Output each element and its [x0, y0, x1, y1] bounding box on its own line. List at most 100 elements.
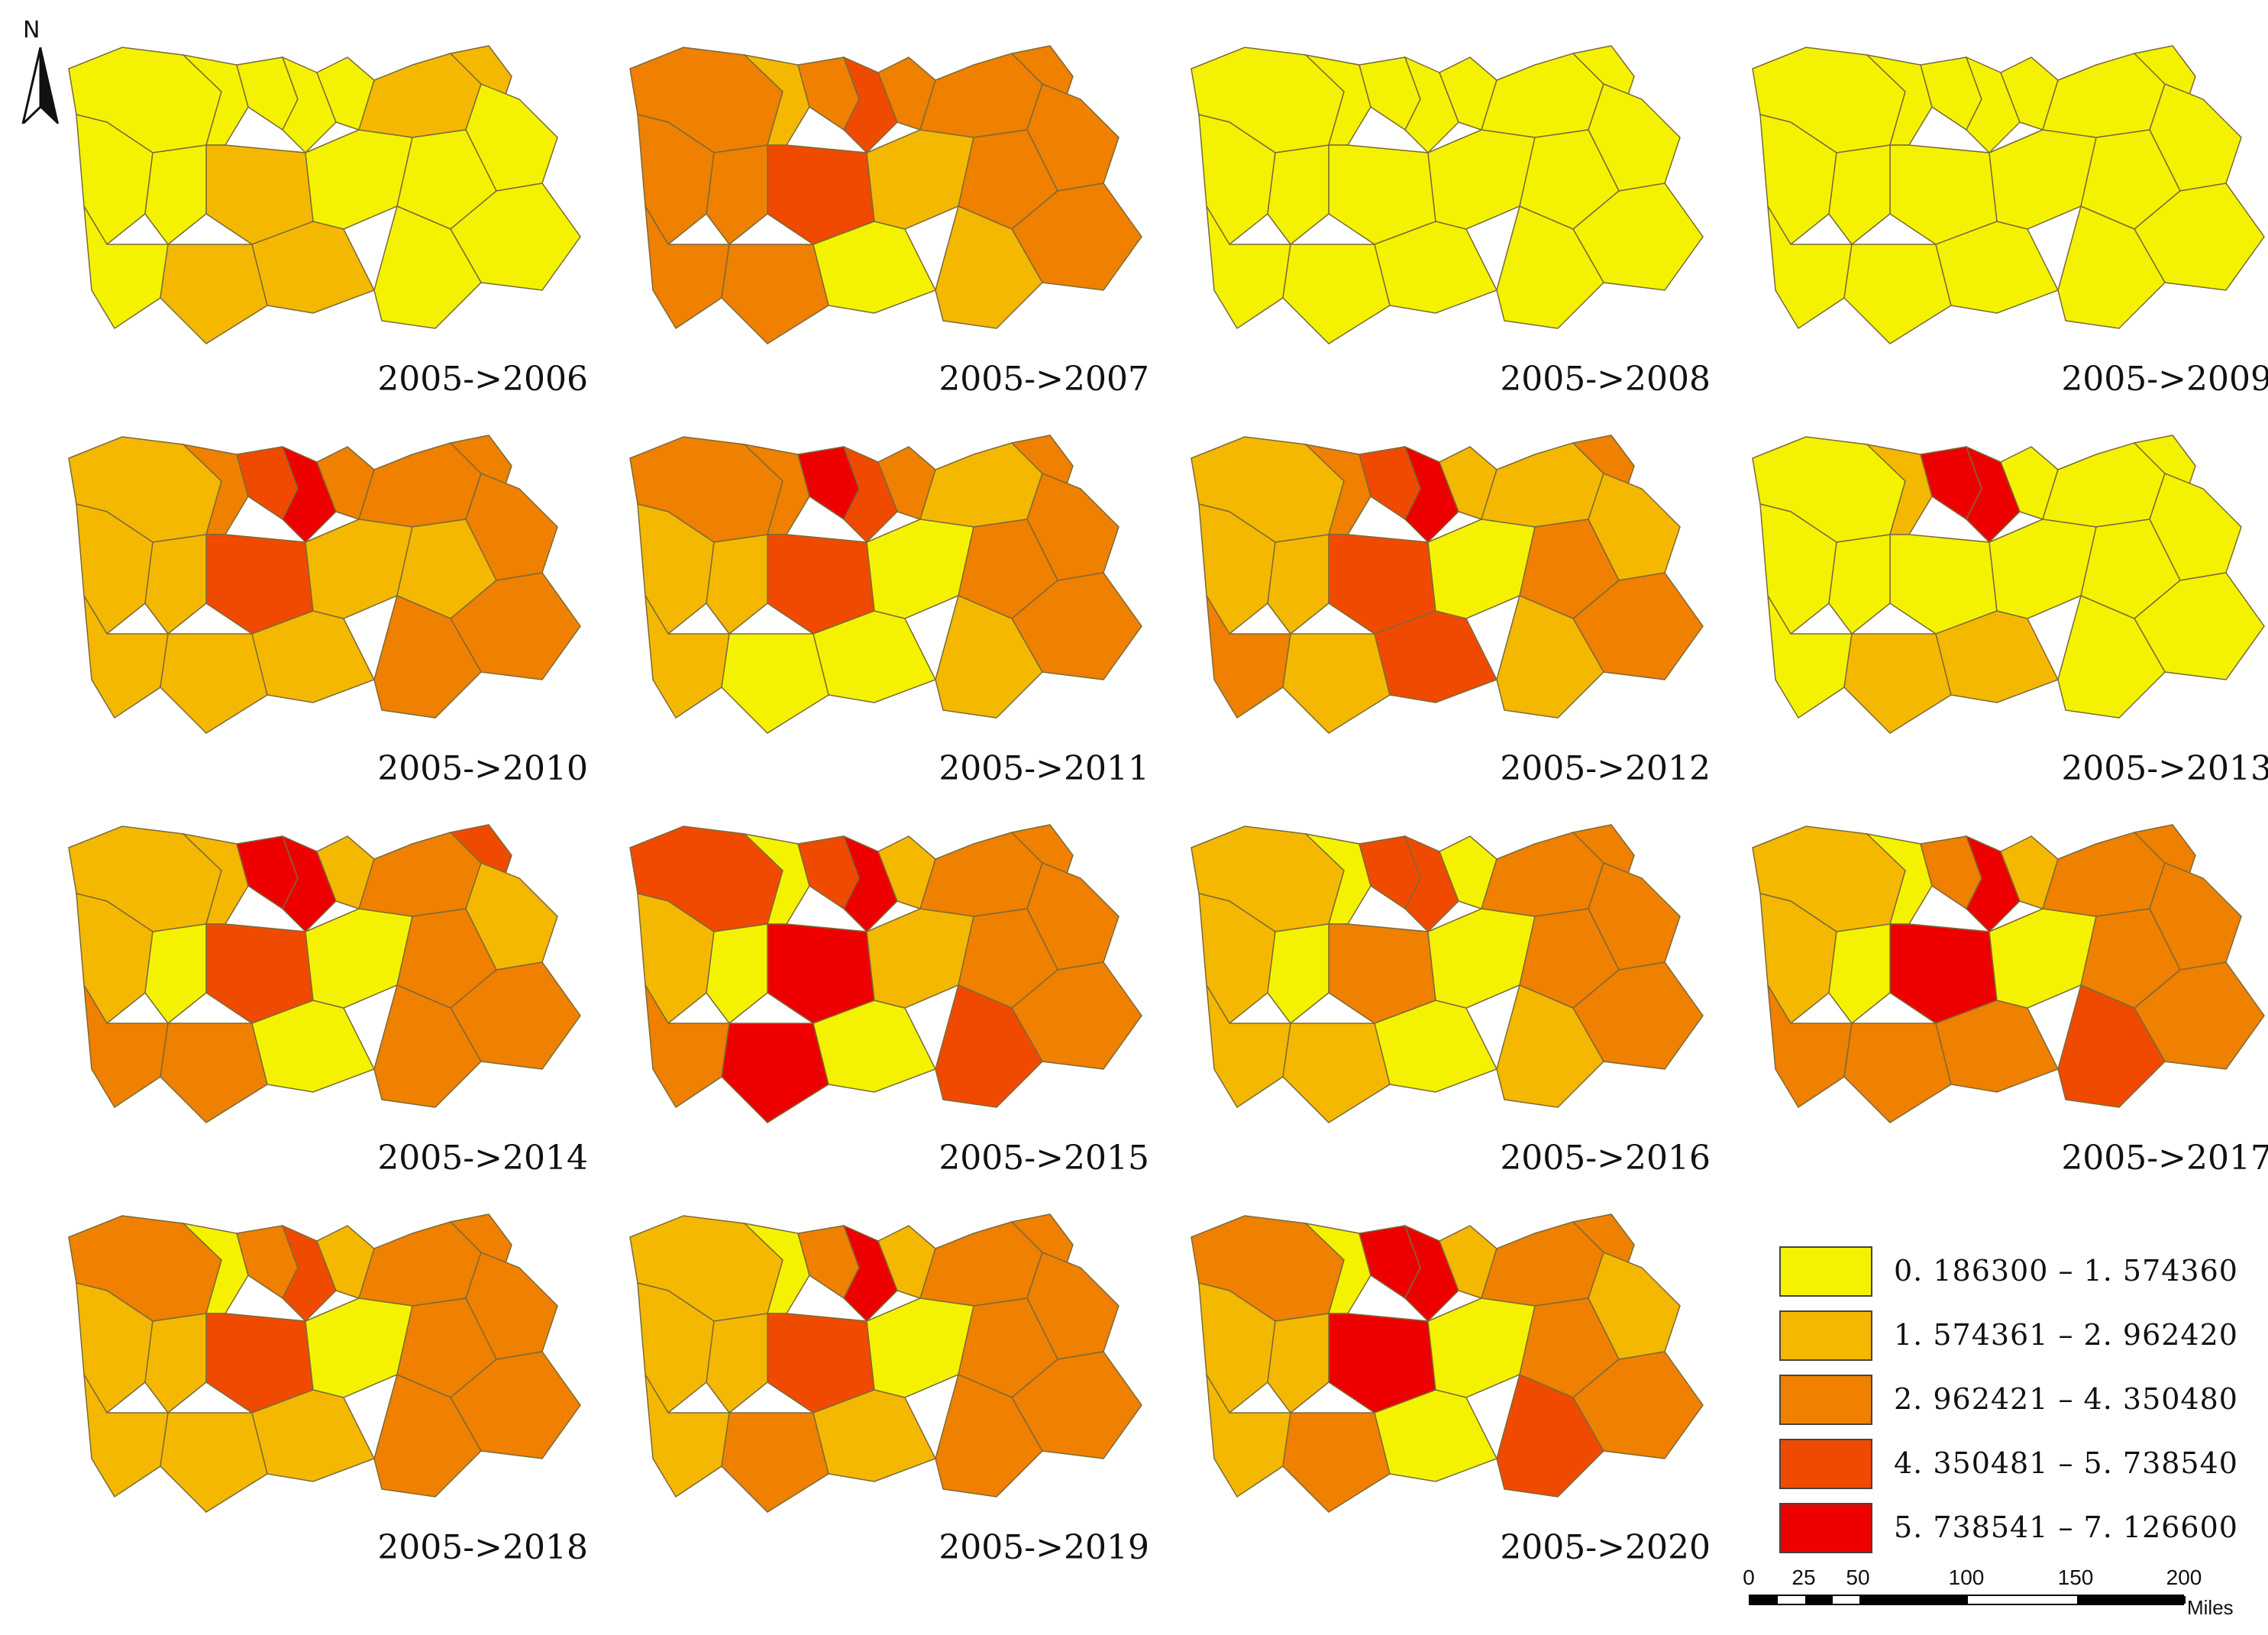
legend-label: 4. 350481 – 5. 738540	[1894, 1446, 2238, 1480]
map-region	[706, 534, 768, 635]
map-region	[160, 633, 268, 734]
map-panel: 2005->2013	[1737, 428, 2268, 794]
map-panel: 2005->2011	[615, 428, 1149, 794]
panel-period-label: 2005->2009	[2061, 360, 2268, 399]
map-region	[160, 1023, 268, 1123]
map-region	[1267, 144, 1329, 246]
choropleth-map	[629, 45, 1142, 344]
panel-period-label: 2005->2014	[377, 1139, 588, 1178]
map-panel: 2005->2019	[615, 1207, 1149, 1573]
north-arrow-label: N	[23, 17, 40, 44]
map-region	[1267, 1313, 1329, 1414]
map-region	[1496, 594, 1604, 719]
panel-period-label: 2005->2020	[1500, 1528, 1711, 1567]
choropleth-map	[629, 435, 1142, 734]
map-panel: 2005->2010	[53, 428, 588, 794]
choropleth-map	[68, 824, 581, 1123]
map-region	[373, 594, 482, 719]
choropleth-map	[1191, 1213, 1704, 1513]
map-region	[1267, 923, 1329, 1025]
scale-tick-label: 150	[2057, 1566, 2094, 1589]
scale-unit: Miles	[2187, 1596, 2234, 1619]
panel-period-label: 2005->2016	[1500, 1139, 1711, 1178]
panel-period-label: 2005->2017	[2061, 1139, 2268, 1178]
map-region	[160, 1412, 268, 1513]
scale-bar: 0 25 50 100 150 200 Miles	[1741, 1566, 2260, 1627]
panel-period-label: 2005->2019	[939, 1528, 1149, 1567]
map-region	[2057, 594, 2166, 719]
map-region	[1496, 984, 1604, 1108]
panel-period-label: 2005->2013	[2061, 749, 2268, 788]
map-region	[1267, 534, 1329, 635]
map-region	[1496, 1373, 1604, 1498]
scale-tick-label: 0	[1743, 1566, 1755, 1589]
map-region	[1282, 633, 1391, 734]
legend-label: 0. 186300 – 1. 574360	[1894, 1254, 2238, 1288]
map-region	[935, 594, 1043, 719]
map-panel: 2005->2007	[615, 38, 1149, 405]
north-arrow: N	[20, 17, 61, 124]
map-panel: 2005->2018	[53, 1207, 588, 1573]
legend-swatch	[1779, 1375, 1872, 1425]
map-region	[1843, 633, 1952, 734]
north-arrow-icon	[21, 47, 60, 124]
choropleth-map	[68, 1213, 581, 1513]
scale-tick-label: 200	[2166, 1566, 2202, 1589]
map-panel: 2005->2006	[53, 38, 588, 405]
map-region	[935, 984, 1043, 1108]
map-region	[2057, 984, 2166, 1108]
choropleth-map	[1191, 435, 1704, 734]
scale-segment	[1750, 1596, 1778, 1604]
map-panel: 2005->2015	[615, 817, 1149, 1184]
map-region	[706, 144, 768, 246]
map-region	[144, 534, 207, 635]
legend-swatch	[1779, 1310, 1872, 1361]
map-region	[721, 244, 829, 344]
map-region	[721, 1412, 829, 1513]
panel-period-label: 2005->2007	[939, 360, 1149, 399]
map-panel: 2005->2009	[1737, 38, 2268, 405]
map-region	[144, 923, 207, 1025]
choropleth-map	[1191, 824, 1704, 1123]
choropleth-map	[1191, 45, 1704, 344]
map-region	[160, 244, 268, 344]
legend-item: 2. 962421 – 4. 350480	[1779, 1368, 2237, 1433]
legend-swatch	[1779, 1439, 1872, 1489]
choropleth-map	[1752, 45, 2265, 344]
choropleth-map	[68, 435, 581, 734]
scale-segment	[1805, 1596, 1833, 1604]
map-region	[1843, 1023, 1952, 1123]
panel-period-label: 2005->2011	[939, 749, 1149, 788]
scale-track	[1749, 1595, 2186, 1605]
map-region	[2057, 205, 2166, 329]
choropleth-map	[1752, 435, 2265, 734]
map-panel: 2005->2016	[1176, 817, 1711, 1184]
panel-period-label: 2005->2018	[377, 1528, 588, 1567]
map-region	[721, 633, 829, 734]
map-region	[721, 1023, 829, 1123]
legend-swatch	[1779, 1503, 1872, 1553]
map-region	[373, 984, 482, 1108]
map-region	[706, 923, 768, 1025]
map-region	[1282, 1412, 1391, 1513]
scale-segment	[1859, 1596, 1968, 1604]
scale-segment	[2077, 1596, 2186, 1604]
map-region	[1496, 205, 1604, 329]
scale-tick-label: 50	[1846, 1566, 1870, 1589]
legend-swatch	[1779, 1246, 1872, 1297]
choropleth-map	[629, 824, 1142, 1123]
legend-label: 5. 738541 – 7. 126600	[1894, 1511, 2238, 1544]
map-region	[1282, 1023, 1391, 1123]
panel-period-label: 2005->2010	[377, 749, 588, 788]
map-region	[373, 1373, 482, 1498]
panel-period-label: 2005->2008	[1500, 360, 1711, 399]
choropleth-map	[629, 1213, 1142, 1513]
legend-label: 2. 962421 – 4. 350480	[1894, 1382, 2238, 1416]
map-panel: 2005->2012	[1176, 428, 1711, 794]
scale-tick-label: 100	[1948, 1566, 1985, 1589]
legend-item: 1. 574361 – 2. 962420	[1779, 1304, 2237, 1368]
legend: 0. 186300 – 1. 574360 1. 574361 – 2. 962…	[1779, 1240, 2237, 1561]
map-panel: 2005->2020	[1176, 1207, 1711, 1573]
panel-period-label: 2005->2015	[939, 1139, 1149, 1178]
map-region	[373, 205, 482, 329]
